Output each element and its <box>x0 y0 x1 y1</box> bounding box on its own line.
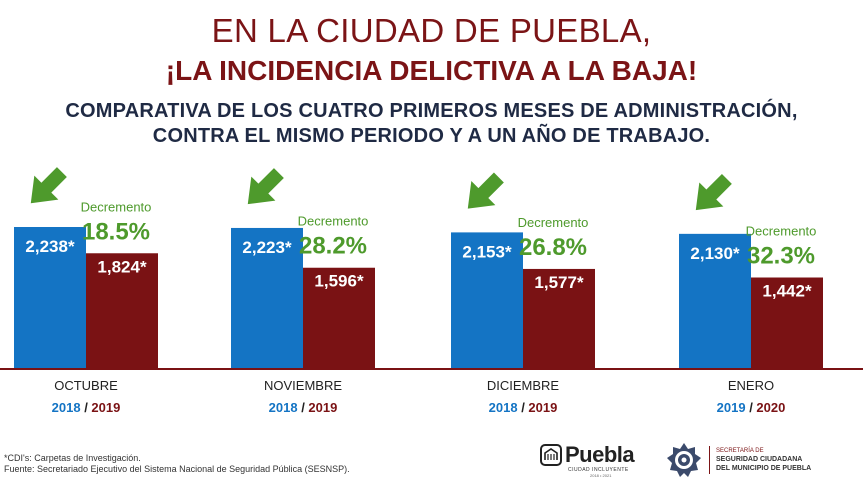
down-arrow-icon <box>247 168 284 205</box>
decrement-value-1: 18.5% <box>82 218 150 245</box>
category-label-3: DICIEMBRE <box>487 378 560 393</box>
data-label-1-first: 2,238* <box>25 237 75 256</box>
period-label-part: 2019 <box>91 400 120 415</box>
down-arrow-icon <box>467 172 504 209</box>
puebla-logo-tagline: CIUDAD INCLUYENTE <box>568 467 629 473</box>
down-arrow-shape <box>695 174 732 211</box>
data-label-2-second: 1,596* <box>314 272 364 291</box>
category-label-1: OCTUBRE <box>54 378 118 393</box>
down-arrow-shape <box>467 172 504 209</box>
period-label-2: 2018 / 2019 <box>269 400 338 415</box>
data-label-4-first: 2,130* <box>690 244 740 263</box>
subtitle-line-2: CONTRA EL MISMO PERIODO Y A UN AÑO DE TR… <box>152 125 711 147</box>
bar-1-first <box>14 227 86 369</box>
decrement-value-4: 32.3% <box>747 243 815 270</box>
bar-2-second <box>303 267 375 369</box>
bar-3-second <box>523 268 595 369</box>
period-label-part: / <box>81 400 92 415</box>
secretaria-line-1: SECRETARÍA DE <box>716 448 764 454</box>
period-label-3: 2018 / 2019 <box>489 400 558 415</box>
police-star-badge-icon <box>667 443 701 477</box>
period-label-part: 2018 <box>489 400 518 415</box>
category-label-2: NOVIEMBRE <box>264 378 342 393</box>
bar-3-first <box>451 232 523 369</box>
bar-2-first <box>231 227 303 369</box>
footer-note: *CDI's: Carpetas de Investigación. <box>4 453 141 463</box>
bar-4-second <box>751 277 823 369</box>
down-arrow-shape <box>30 167 67 204</box>
data-label-2-first: 2,223* <box>242 238 292 257</box>
decrement-label-3: Decremento <box>518 215 589 230</box>
decrement-value-2: 28.2% <box>299 233 367 260</box>
bar-chart: 2,238* 1,824* Decremento 18.5% OCTUBRE 2018 /… <box>0 167 863 415</box>
period-label-part: / <box>518 400 529 415</box>
subtitle-line-1: COMPARATIVA DE LOS CUATRO PRIMEROS MESES… <box>65 100 798 122</box>
period-label-part: 2019 <box>717 400 746 415</box>
period-label-part: / <box>298 400 309 415</box>
secretaria-logo: SECRETARÍA DE SEGURIDAD CIUDADANA DEL MU… <box>664 440 859 480</box>
secretaria-line-3: DEL MUNICIPIO DE PUEBLA <box>716 465 812 472</box>
decrement-label-1: Decremento <box>81 199 152 214</box>
down-arrow-shape <box>247 168 284 205</box>
puebla-logo-word: Puebla <box>565 442 635 467</box>
period-label-part: 2019 <box>528 400 557 415</box>
down-arrow-icon <box>695 174 732 211</box>
title-line-1: EN LA CIUDAD DE PUEBLA, <box>211 12 652 49</box>
period-label-part: 2020 <box>756 400 785 415</box>
category-label-4: ENERO <box>728 378 774 393</box>
data-label-4-second: 1,442* <box>762 282 812 301</box>
logo-divider <box>709 446 710 474</box>
down-arrow-icon <box>30 167 67 204</box>
title-line-2: ¡LA INCIDENCIA DELICTIVA A LA BAJA! <box>165 55 698 86</box>
data-label-3-second: 1,577* <box>534 273 584 292</box>
period-label-part: 2018 <box>52 400 81 415</box>
period-label-part: 2018 <box>269 400 298 415</box>
period-label-4: 2019 / 2020 <box>717 400 786 415</box>
puebla-logo: Puebla CIUDAD INCLUYENTE 2018 • 2021 <box>538 440 650 480</box>
house-icon <box>540 444 562 466</box>
secretaria-line-2: SEGURIDAD CIUDADANA <box>716 456 803 463</box>
data-label-3-first: 2,153* <box>462 242 512 261</box>
period-label-part: / <box>746 400 757 415</box>
period-label-part: 2019 <box>308 400 337 415</box>
bar-4-first <box>679 233 751 369</box>
bar-1-second <box>86 253 158 369</box>
decrement-label-4: Decremento <box>746 224 817 239</box>
decrement-value-3: 26.8% <box>519 234 587 261</box>
data-label-1-second: 1,824* <box>97 257 147 276</box>
puebla-logo-years: 2018 • 2021 <box>590 473 612 478</box>
decrement-label-2: Decremento <box>298 214 369 229</box>
footer-source: Fuente: Secretariado Ejecutivo del Siste… <box>4 464 350 474</box>
period-label-1: 2018 / 2019 <box>52 400 121 415</box>
